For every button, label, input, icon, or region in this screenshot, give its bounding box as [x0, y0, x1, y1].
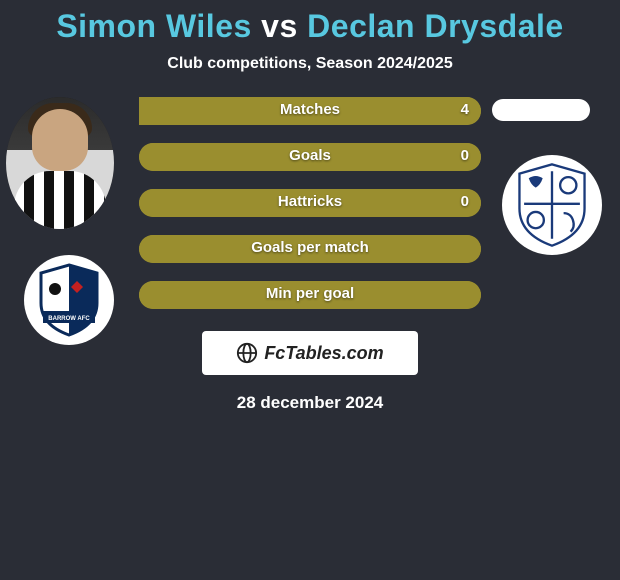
globe-icon — [236, 342, 258, 364]
player2-club-badge — [502, 155, 602, 255]
player1-name: Simon Wiles — [56, 8, 251, 44]
player1-club-badge: BARROW AFC — [24, 255, 114, 345]
page-title: Simon Wiles vs Declan Drysdale — [0, 8, 620, 45]
shield-icon — [514, 162, 590, 248]
stat-row: Goals per match — [139, 235, 481, 263]
photo-placeholder — [6, 97, 114, 229]
stat-row: Goals0 — [139, 143, 481, 171]
shield-icon: BARROW AFC — [37, 263, 101, 337]
player1-photo — [6, 97, 114, 229]
stat-row: Min per goal — [139, 281, 481, 309]
stat-label: Matches — [139, 101, 481, 118]
brand-badge: FcTables.com — [202, 331, 418, 375]
stat-label: Min per goal — [139, 285, 481, 302]
photo-head-shape — [32, 109, 88, 171]
badge-text: BARROW AFC — [48, 316, 90, 322]
stat-value-right: 0 — [461, 193, 469, 210]
subtitle: Club competitions, Season 2024/2025 — [0, 55, 620, 73]
stat-label: Hattricks — [139, 193, 481, 210]
stat-label: Goals per match — [139, 239, 481, 256]
stat-value-right: 0 — [461, 147, 469, 164]
player2-name: Declan Drysdale — [307, 8, 564, 44]
footer-date: 28 december 2024 — [0, 393, 620, 413]
content-area: BARROW AFC Matches4Goals0H — [0, 97, 620, 413]
stat-label: Goals — [139, 147, 481, 164]
stats-bars: Matches4Goals0Hattricks0Goals per matchM… — [139, 97, 481, 309]
stat-row: Matches4 — [139, 97, 481, 125]
vs-label: vs — [261, 8, 298, 44]
brand-text: FcTables.com — [264, 343, 383, 364]
stat-row: Hattricks0 — [139, 189, 481, 217]
player2-photo-placeholder — [492, 99, 590, 121]
photo-jersey-shape — [14, 171, 106, 229]
stat-value-right: 4 — [461, 101, 469, 118]
comparison-card: Simon Wiles vs Declan Drysdale Club comp… — [0, 0, 620, 413]
